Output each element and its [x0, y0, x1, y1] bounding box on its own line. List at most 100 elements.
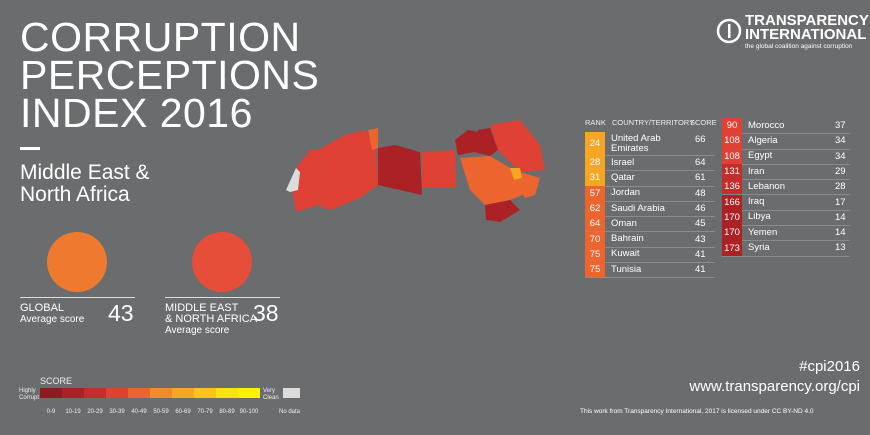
rank: 131 — [722, 163, 742, 180]
score: 28 — [835, 181, 846, 193]
legend-low: Corrupt — [19, 395, 40, 401]
score: 34 — [835, 135, 846, 147]
score: 46 — [695, 202, 706, 214]
table-row: 70 Bahrain 43 — [585, 231, 715, 248]
table-row: 24 United Arab Emirates 66 — [585, 132, 715, 156]
average-sublabel: Average score — [20, 314, 85, 325]
table-row: 64 Oman 45 — [585, 216, 715, 233]
map-country — [318, 130, 378, 210]
table-row: 62 Saudi Arabia 46 — [585, 200, 715, 218]
legend-bin: 20-29 — [87, 409, 103, 415]
score: 14 — [835, 211, 846, 223]
score: 17 — [835, 196, 846, 208]
rank: 57 — [585, 185, 605, 201]
legend-bin: 0-9 — [46, 409, 56, 415]
legend-swatch — [238, 388, 260, 398]
map-country — [286, 168, 300, 192]
legend-low: Highly — [19, 388, 36, 394]
logo-icon — [716, 18, 742, 44]
score: 34 — [835, 150, 846, 162]
legend-swatch — [62, 388, 84, 398]
legend-high: Very — [263, 388, 276, 394]
logo-tagline: the global coalition against corruption — [745, 43, 853, 50]
legend-bin: 60-69 — [175, 409, 191, 415]
legend-bin: 70-79 — [197, 409, 213, 415]
column-header: RANK — [585, 118, 606, 127]
url: www.transparency.org/cpi — [689, 378, 860, 395]
hashtag: #cpi2016 — [799, 358, 860, 375]
score: 13 — [835, 242, 846, 254]
country: Qatar — [611, 171, 635, 183]
country: Lebanon — [748, 180, 785, 192]
map-country — [455, 130, 478, 155]
table-row: 170 Yemen 14 — [722, 225, 850, 242]
table-row: 28 Israel 64 — [585, 155, 715, 172]
rank: 75 — [585, 262, 605, 278]
region: Middle East & — [20, 161, 150, 184]
table-row: 57 Jordan 48 — [585, 185, 715, 202]
country: Morocco — [748, 119, 785, 131]
table-row: 31 Qatar 61 — [585, 170, 715, 187]
rank: 62 — [585, 200, 605, 217]
table-row: 170 Libya 14 — [722, 209, 850, 227]
score: 43 — [695, 233, 706, 245]
average-rule — [20, 297, 135, 298]
map-country — [422, 150, 456, 188]
logo-name: INTERNATIONAL — [745, 26, 867, 43]
country: Saudi Arabia — [611, 202, 665, 214]
score: 37 — [835, 120, 846, 131]
legend-swatch — [194, 388, 216, 398]
rank: 170 — [722, 225, 742, 241]
region: North Africa — [20, 183, 130, 206]
table-row: 131 Iran 29 — [722, 163, 850, 181]
country: Libya — [748, 211, 771, 223]
country: Iran — [748, 165, 765, 177]
rank: 28 — [585, 155, 605, 171]
map-country — [368, 128, 378, 150]
country: Egypt — [748, 150, 773, 162]
map-country — [474, 128, 498, 156]
table-row: 90 Morocco 37 — [722, 118, 850, 135]
score: 14 — [835, 227, 846, 239]
table-row: 108 Egypt 34 — [722, 148, 850, 165]
legend-bin: 80-89 — [219, 409, 235, 415]
average-circle — [47, 232, 107, 292]
title: INDEX 2016 — [20, 90, 253, 136]
legend-swatch — [40, 388, 62, 398]
average-rule — [165, 297, 280, 298]
average-label: & NORTH AFRICA — [165, 313, 258, 325]
score: 45 — [695, 218, 706, 230]
country: Israel — [611, 156, 635, 168]
table-row: 75 Tunisia 41 — [585, 262, 715, 279]
legend-bin: 30-39 — [109, 409, 125, 415]
score: 66 — [695, 134, 706, 145]
map-country — [460, 156, 530, 205]
country: Algeria — [748, 134, 778, 146]
map — [286, 120, 545, 222]
rank: 75 — [585, 246, 605, 263]
country: Jordan — [611, 187, 641, 199]
logo-name: TRANSPARENCY — [745, 12, 869, 29]
average-score: 38 — [253, 300, 279, 326]
legend-bin: 40-49 — [131, 409, 147, 415]
title-underline — [20, 147, 40, 150]
country: Oman — [611, 217, 637, 229]
legend-swatch — [106, 388, 128, 398]
legend-swatch — [172, 388, 194, 398]
average-label: MIDDLE EAST — [165, 302, 239, 314]
country: Tunisia — [611, 263, 642, 275]
map-country — [485, 200, 520, 222]
legend-title: SCORE — [40, 376, 73, 386]
score: 64 — [695, 157, 706, 168]
logo-icon — [728, 24, 731, 38]
average-sublabel: Average score — [165, 325, 230, 336]
rank: 170 — [722, 209, 742, 226]
rank: 108 — [722, 148, 742, 164]
legend-bin: 10-19 — [65, 409, 81, 415]
legend-bin: 90-100 — [239, 409, 259, 415]
no-data-swatch — [283, 388, 300, 398]
legend-bin: 50-59 — [153, 409, 169, 415]
map-country — [490, 120, 545, 172]
score: 29 — [835, 165, 846, 177]
